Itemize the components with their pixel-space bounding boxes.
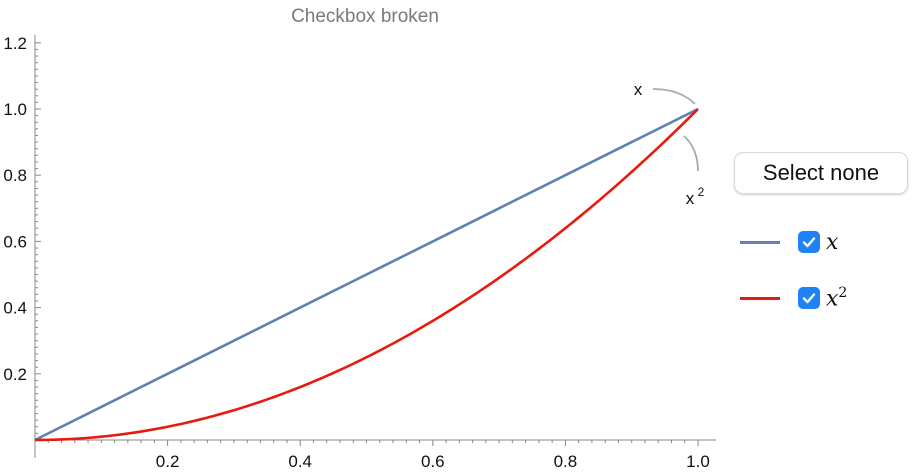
x-tick-label: 1.0: [686, 452, 710, 471]
checkbox-x[interactable]: [798, 231, 820, 253]
callout-label-x2-exponent: 2: [698, 185, 705, 199]
legend-swatch-x2: [740, 296, 780, 300]
select-none-button[interactable]: Select none: [734, 152, 908, 194]
checkmark-icon: [802, 237, 816, 248]
y-tick-label: 1.2: [3, 34, 27, 53]
legend-label-x2: x2: [826, 284, 848, 312]
series-line-x: [34, 107, 699, 442]
x-tick-label: 0.2: [156, 452, 180, 471]
y-tick-label: 0.6: [3, 232, 27, 251]
y-tick-label: 0.2: [3, 365, 27, 384]
callout-line-x2: [683, 135, 699, 172]
callout-label-x: x: [634, 80, 643, 99]
chart-title: Checkbox broken: [291, 6, 439, 27]
legend-item-x: x: [740, 225, 838, 259]
x-tick-label: 0.4: [288, 452, 312, 471]
legend-swatch-x: [740, 240, 780, 244]
callout-label-x2: x: [686, 189, 695, 208]
checkbox-x2[interactable]: [798, 287, 820, 309]
x-tick-label: 0.8: [554, 452, 578, 471]
x-tick-label: 0.6: [421, 452, 445, 471]
y-tick-label: 0.4: [3, 299, 27, 318]
checkmark-icon: [802, 293, 816, 304]
series-line-x2: [34, 108, 699, 442]
y-tick-label: 0.8: [3, 166, 27, 185]
legend-label-x: x: [826, 229, 839, 255]
callout-line-x: [652, 88, 696, 105]
y-tick-label: 1.0: [3, 100, 27, 119]
legend-item-x2: x2: [740, 281, 847, 315]
